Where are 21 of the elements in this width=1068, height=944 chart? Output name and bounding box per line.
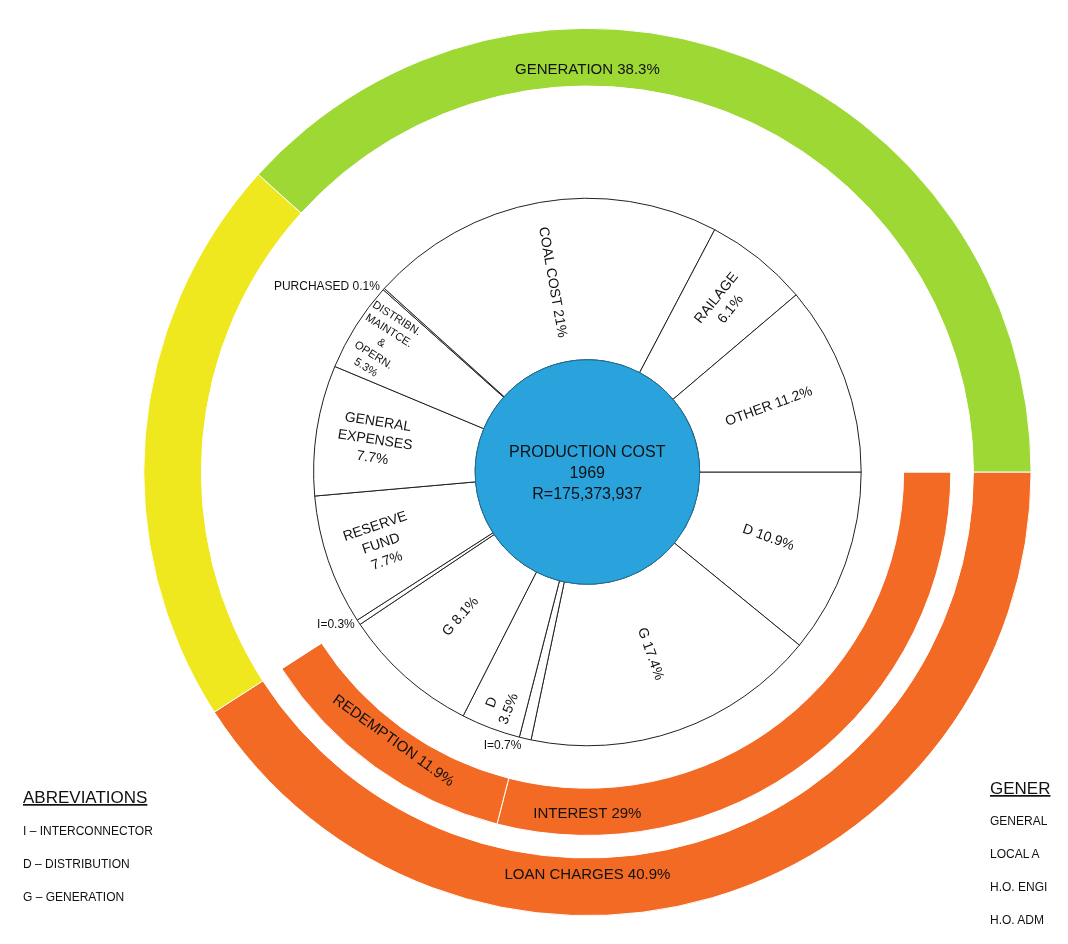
text: PRODUCTION COST 1969 R=175,373,937 bbox=[509, 443, 666, 502]
data-label: LOAN CHARGES 40.9% bbox=[504, 865, 671, 883]
text: LOCAL A bbox=[990, 847, 1040, 861]
data-label: G 17.4% bbox=[634, 625, 669, 682]
data-label: D 10.9% bbox=[740, 520, 797, 554]
data-label: GENERAL EXPENSES 7.7% bbox=[336, 408, 414, 468]
data-label: GENERATION 38.3% bbox=[515, 60, 660, 78]
data-label: I=0.3% bbox=[317, 617, 356, 632]
text: G – GENERATION bbox=[23, 890, 125, 904]
text: H.O. ENGI bbox=[990, 880, 1048, 894]
data-label: I=0.7% bbox=[483, 738, 522, 753]
data-label: D 3.5% bbox=[481, 690, 521, 727]
data-label: PURCHASED 0.1% bbox=[273, 278, 381, 293]
data-label: COAL COST 21% bbox=[535, 225, 572, 339]
text: D – DISTRIBUTION bbox=[23, 857, 130, 871]
text: ABREVIATIONS bbox=[23, 788, 148, 807]
data-label: INTEREST 29% bbox=[533, 804, 642, 822]
text: I – INTERCONNECTOR bbox=[23, 824, 154, 838]
text: GENERAL bbox=[990, 814, 1048, 828]
text: H.O. ADM bbox=[990, 913, 1045, 927]
text: GENER bbox=[990, 779, 1051, 798]
